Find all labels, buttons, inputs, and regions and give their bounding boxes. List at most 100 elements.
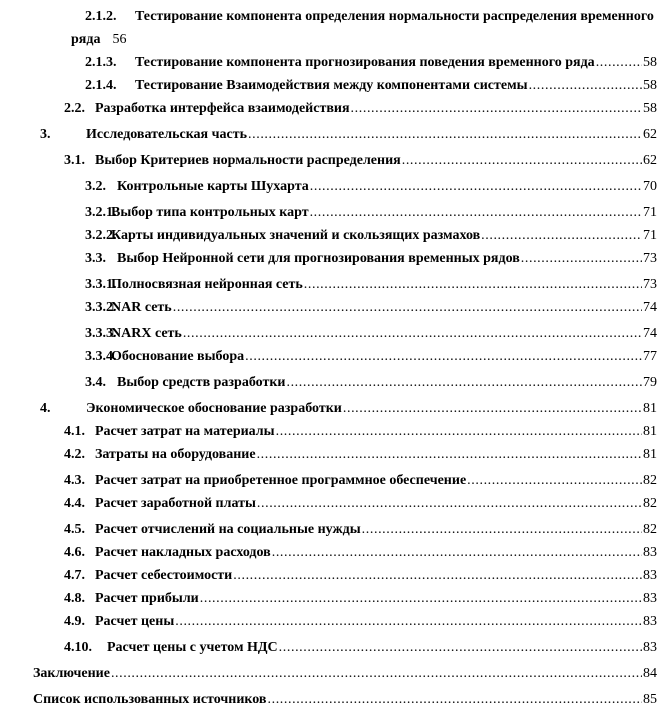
toc-entry-page: 83 bbox=[643, 640, 657, 655]
dot-leader bbox=[276, 420, 642, 443]
toc-entry[interactable]: 3.3.2. NAR сеть 74 bbox=[0, 296, 663, 319]
dot-leader bbox=[175, 610, 642, 633]
dot-leader bbox=[257, 443, 642, 466]
toc-entry[interactable]: 4.7. Расчет себестоимости 83 bbox=[0, 564, 663, 587]
toc-entry-label: Расчет цены с учетом НДС bbox=[107, 640, 278, 655]
toc-entry-page: 81 bbox=[643, 447, 657, 462]
dot-leader bbox=[310, 201, 642, 224]
toc-entry-page: 74 bbox=[643, 326, 657, 341]
dot-leader bbox=[245, 345, 642, 368]
toc-entry-number: 3.4. bbox=[85, 375, 106, 390]
toc-entry-label: Расчет затрат на материалы bbox=[95, 424, 275, 439]
toc-entry-label: Экономическое обоснование разработки bbox=[86, 401, 342, 416]
toc-entry-number: 4.6. bbox=[64, 545, 85, 560]
toc-entry-page: 84 bbox=[643, 666, 657, 681]
toc-entry-label: Расчет отчислений на социальные нужды bbox=[95, 522, 361, 537]
toc-entry-number: 3.2.2. bbox=[85, 228, 117, 243]
toc-entry-page: 83 bbox=[643, 614, 657, 629]
toc-entry-number: 3.3.2. bbox=[85, 300, 117, 315]
toc-entry-number: 4.8. bbox=[64, 591, 85, 606]
toc-entry-label: Полносвязная нейронная сеть bbox=[111, 277, 303, 292]
toc-entry-page: 82 bbox=[643, 522, 657, 537]
table-of-contents: 2.1.2. Тестирование компонента определен… bbox=[0, 5, 663, 711]
toc-entry[interactable]: 4.1. Расчет затрат на материалы 81 bbox=[0, 420, 663, 443]
toc-entry[interactable]: 3.2.2. Карты индивидуальных значений и с… bbox=[0, 224, 663, 247]
toc-entry-page: 56 bbox=[112, 32, 127, 47]
dot-leader bbox=[343, 397, 642, 420]
toc-entry-page: 71 bbox=[643, 228, 657, 243]
toc-entry-label: Выбор Критериев нормальности распределен… bbox=[95, 153, 401, 168]
toc-entry-label: Тестирование Взаимодействия между компон… bbox=[135, 78, 528, 93]
dot-leader bbox=[183, 322, 642, 345]
dot-leader bbox=[279, 636, 642, 659]
dot-leader bbox=[173, 296, 642, 319]
toc-entry[interactable]: 3.3.4. Обоснование выбора 77 bbox=[0, 345, 663, 368]
toc-entry-label: Расчет заработной платы bbox=[95, 496, 256, 511]
toc-entry-number: 4. bbox=[40, 401, 51, 416]
toc-entry[interactable]: 2.1.4. Тестирование Взаимодействия между… bbox=[0, 74, 663, 97]
toc-entry[interactable]: 4. Экономическое обоснование разработки … bbox=[0, 397, 663, 420]
toc-entry-number: 4.4. bbox=[64, 496, 85, 511]
toc-entry[interactable]: 3.4. Выбор средств разработки 79 bbox=[0, 371, 663, 394]
toc-entry-number: 4.9. bbox=[64, 614, 85, 629]
toc-entry[interactable]: 4.10. Расчет цены с учетом НДС 83 bbox=[0, 636, 663, 659]
toc-entry-label: Выбор типа контрольных карт bbox=[111, 205, 309, 220]
toc-entry-page: 81 bbox=[643, 424, 657, 439]
dot-leader bbox=[272, 541, 642, 564]
toc-entry[interactable]: 3.3.3. NARX сеть 74 bbox=[0, 322, 663, 345]
toc-entry[interactable]: 4.4. Расчет заработной платы 82 bbox=[0, 492, 663, 515]
toc-entry-page: 83 bbox=[643, 568, 657, 583]
toc-entry[interactable]: 3.3. Выбор Нейронной сети для прогнозиро… bbox=[0, 247, 663, 270]
toc-entry[interactable]: 3.2. Контрольные карты Шухарта 70 bbox=[0, 175, 663, 198]
toc-entry-label: Расчет прибыли bbox=[95, 591, 199, 606]
toc-entry[interactable]: 3.1. Выбор Критериев нормальности распре… bbox=[0, 149, 663, 172]
dot-leader bbox=[233, 564, 642, 587]
toc-entry-page: 83 bbox=[643, 591, 657, 606]
toc-entry-number: 3.2. bbox=[85, 179, 106, 194]
toc-entry-page: 70 bbox=[643, 179, 657, 194]
toc-entry[interactable]: 4.3. Расчет затрат на приобретенное прог… bbox=[0, 469, 663, 492]
dot-leader bbox=[362, 518, 642, 541]
dot-leader bbox=[467, 469, 642, 492]
toc-entry[interactable]: 2.1.3. Тестирование компонента прогнозир… bbox=[0, 51, 663, 74]
toc-entry[interactable]: 4.2. Затраты на оборудование 81 bbox=[0, 443, 663, 466]
toc-entry[interactable]: 4.9. Расчет цены 83 bbox=[0, 610, 663, 633]
toc-entry-label: NAR сеть bbox=[111, 300, 172, 315]
toc-entry-page: 81 bbox=[643, 401, 657, 416]
toc-entry-number: 3.1. bbox=[64, 153, 85, 168]
toc-entry[interactable]: Заключение 84 bbox=[0, 662, 663, 685]
toc-entry[interactable]: 4.5. Расчет отчислений на социальные нуж… bbox=[0, 518, 663, 541]
toc-entry-page: 62 bbox=[643, 127, 657, 142]
toc-entry-page: 73 bbox=[643, 277, 657, 292]
toc-entry-label: Список использованных источников bbox=[33, 692, 267, 707]
toc-entry[interactable]: 3.3.1. Полносвязная нейронная сеть 73 bbox=[0, 273, 663, 296]
toc-entry[interactable]: Список использованных источников 85 bbox=[0, 688, 663, 711]
toc-entry-page: 62 bbox=[643, 153, 657, 168]
toc-entry-number: 4.3. bbox=[64, 473, 85, 488]
toc-entry-label: Расчет накладных расходов bbox=[95, 545, 271, 560]
dot-leader bbox=[111, 662, 642, 685]
toc-entry-page: 73 bbox=[643, 251, 657, 266]
toc-entry-page: 58 bbox=[643, 101, 657, 116]
toc-entry-number: 3.3. bbox=[85, 251, 106, 266]
toc-entry[interactable]: 2.2. Разработка интерфейса взаимодействи… bbox=[0, 97, 663, 120]
toc-entry-number: 2.2. bbox=[64, 101, 85, 116]
toc-entry-number: 4.5. bbox=[64, 522, 85, 537]
toc-entry[interactable]: 3. Исследовательская часть 62 bbox=[0, 123, 663, 146]
toc-entry-number: 3.3.4. bbox=[85, 349, 117, 364]
toc-entry-wrap-line[interactable]: ряда 56 bbox=[0, 28, 663, 51]
toc-entry-number: 4.7. bbox=[64, 568, 85, 583]
toc-entry[interactable]: 3.2.1. Выбор типа контрольных карт 71 bbox=[0, 201, 663, 224]
toc-entry-label: Контрольные карты Шухарта bbox=[117, 179, 309, 194]
toc-entry[interactable]: 4.8. Расчет прибыли 83 bbox=[0, 587, 663, 610]
toc-entry-label: Расчет цены bbox=[95, 614, 175, 629]
toc-entry-page: 58 bbox=[643, 55, 657, 70]
dot-leader bbox=[481, 224, 642, 247]
toc-entry[interactable]: 4.6. Расчет накладных расходов 83 bbox=[0, 541, 663, 564]
toc-entry-page: 85 bbox=[643, 692, 657, 707]
toc-entry-number: 3.3.3. bbox=[85, 326, 117, 341]
dot-leader bbox=[310, 175, 642, 198]
toc-entry[interactable]: 2.1.2. Тестирование компонента определен… bbox=[0, 5, 663, 28]
toc-entry-number: 4.10. bbox=[64, 640, 92, 655]
toc-entry-label: Заключение bbox=[33, 666, 110, 681]
